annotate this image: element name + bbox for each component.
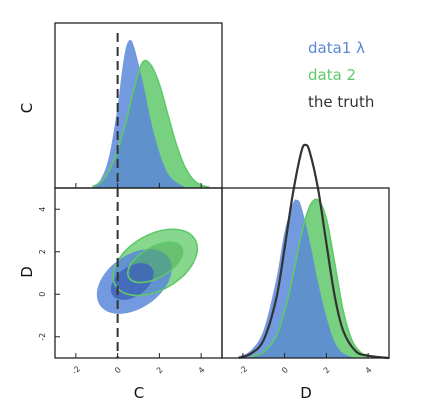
joint-xtick-label: 4 [196, 365, 206, 375]
c-marginal-panel [54, 22, 223, 189]
legend: data1 λ data 2 the truth [308, 39, 374, 111]
d-marginal-frame [221, 187, 390, 359]
joint-ytick-label: -2 [38, 333, 47, 341]
c-d-joint-panel: -2 0 2 4 -2 0 2 4 [38, 187, 223, 376]
x-label-c: C [134, 384, 144, 402]
y-label-c: C [18, 103, 36, 113]
joint-xtick-label: -2 [70, 364, 82, 376]
y-label-d: D [18, 266, 36, 278]
joint-data2-inner-line [127, 241, 184, 284]
joint-ytick-label: 0 [38, 292, 47, 297]
d-marginal-panel: -2 0 2 4 [221, 143, 390, 376]
legend-entry-data1: data1 λ [308, 39, 365, 57]
d-marginal-xtick-label: 4 [363, 365, 373, 375]
joint-xtick-label: 2 [155, 365, 165, 375]
joint-ytick-label: 2 [38, 249, 47, 254]
d-marginal-truth-curve [238, 143, 390, 360]
legend-entry-truth: the truth [308, 93, 374, 111]
joint-data2-outer-line [112, 228, 199, 297]
c-marginal-data1-area [92, 40, 185, 188]
d-marginal-xtick-label: 2 [322, 365, 332, 375]
joint-ytick-label: 4 [38, 207, 47, 212]
d-marginal-xtick-label: -2 [237, 364, 249, 376]
d-marginal-xtick-label: 0 [280, 365, 290, 375]
d-marginal-data2-line [250, 198, 369, 358]
c-marginal-data2-line [92, 59, 210, 189]
d-marginal-data1-area [238, 199, 352, 358]
x-label-d: D [300, 384, 312, 402]
legend-entry-data2: data 2 [308, 66, 356, 84]
joint-xtick-label: 0 [113, 365, 123, 375]
